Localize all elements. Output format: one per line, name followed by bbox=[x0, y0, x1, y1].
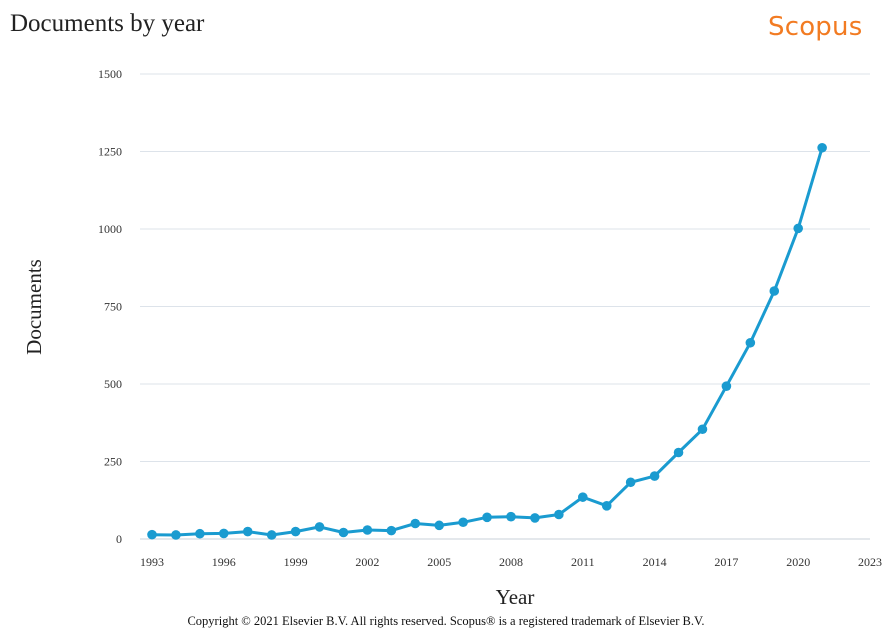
x-tick-label: 1999 bbox=[284, 555, 308, 569]
data-point-2015[interactable] bbox=[673, 447, 684, 458]
series-line-documents bbox=[151, 147, 824, 537]
data-point-1994[interactable] bbox=[171, 530, 181, 540]
data-point-1996[interactable] bbox=[219, 528, 229, 539]
x-tick-label: 2023 bbox=[858, 555, 882, 569]
x-tick-label: 1996 bbox=[212, 555, 236, 569]
scopus-logo: Scopus bbox=[768, 12, 863, 42]
chart-title: Documents by year bbox=[10, 10, 205, 37]
y-tick-label: 1250 bbox=[98, 145, 122, 159]
gridlines bbox=[140, 73, 870, 540]
data-point-1993[interactable] bbox=[147, 529, 157, 540]
x-axis-label: Year bbox=[496, 585, 535, 609]
x-tick-label: 2008 bbox=[499, 555, 523, 569]
x-tick-label: 1993 bbox=[140, 555, 164, 569]
data-point-2021[interactable] bbox=[817, 142, 827, 153]
y-axis-ticks: 0 250 500 750 1000 1250 1500 bbox=[98, 67, 122, 546]
x-tick-label: 2005 bbox=[427, 555, 451, 569]
data-point-2009[interactable] bbox=[530, 513, 540, 523]
data-point-2016[interactable] bbox=[697, 424, 708, 435]
data-point-2007[interactable] bbox=[482, 512, 492, 523]
y-tick-label: 750 bbox=[104, 300, 122, 314]
data-point-2012[interactable] bbox=[601, 501, 612, 511]
data-point-2006[interactable] bbox=[458, 517, 468, 528]
y-tick-label: 0 bbox=[116, 532, 122, 546]
data-point-2001[interactable] bbox=[338, 527, 349, 538]
data-point-1997[interactable] bbox=[242, 526, 253, 537]
data-point-2014[interactable] bbox=[649, 471, 660, 481]
y-tick-label: 500 bbox=[104, 377, 122, 391]
data-point-1995[interactable] bbox=[195, 528, 205, 539]
y-tick-label: 250 bbox=[104, 455, 122, 469]
x-tick-label: 2002 bbox=[355, 555, 379, 569]
x-tick-label: 2017 bbox=[714, 555, 738, 569]
x-axis-ticks: 1993 1996 1999 2002 2005 2008 2011 2014 2017 2020… bbox=[140, 555, 882, 569]
copyright-notice: Copyright © 2021 Elsevier B.V. All right… bbox=[187, 614, 705, 628]
data-point-2004[interactable] bbox=[410, 518, 421, 529]
data-points bbox=[147, 142, 827, 540]
x-tick-label: 2011 bbox=[571, 555, 595, 569]
data-point-2019[interactable] bbox=[769, 286, 780, 296]
line-chart: 0 250 500 750 1000 1250 1500 1993 1996 1999 2002 2… bbox=[22, 67, 882, 609]
data-point-2011[interactable] bbox=[578, 492, 588, 502]
data-point-2013[interactable] bbox=[625, 477, 636, 488]
data-point-2008[interactable] bbox=[506, 511, 516, 522]
data-point-2020[interactable] bbox=[793, 223, 803, 234]
x-tick-label: 2020 bbox=[786, 555, 810, 569]
y-axis-label: Documents bbox=[22, 259, 46, 355]
data-point-1998[interactable] bbox=[266, 530, 277, 540]
data-point-2000[interactable] bbox=[314, 522, 325, 532]
data-point-2002[interactable] bbox=[362, 525, 373, 535]
data-point-2017[interactable] bbox=[721, 381, 732, 391]
data-point-2018[interactable] bbox=[745, 337, 756, 348]
data-point-1999[interactable] bbox=[290, 526, 301, 537]
x-tick-label: 2014 bbox=[643, 555, 667, 569]
y-tick-label: 1500 bbox=[98, 67, 122, 81]
data-point-2005[interactable] bbox=[434, 520, 445, 531]
data-point-2010[interactable] bbox=[554, 509, 564, 520]
y-tick-label: 1000 bbox=[98, 222, 122, 236]
data-point-2003[interactable] bbox=[386, 525, 397, 536]
